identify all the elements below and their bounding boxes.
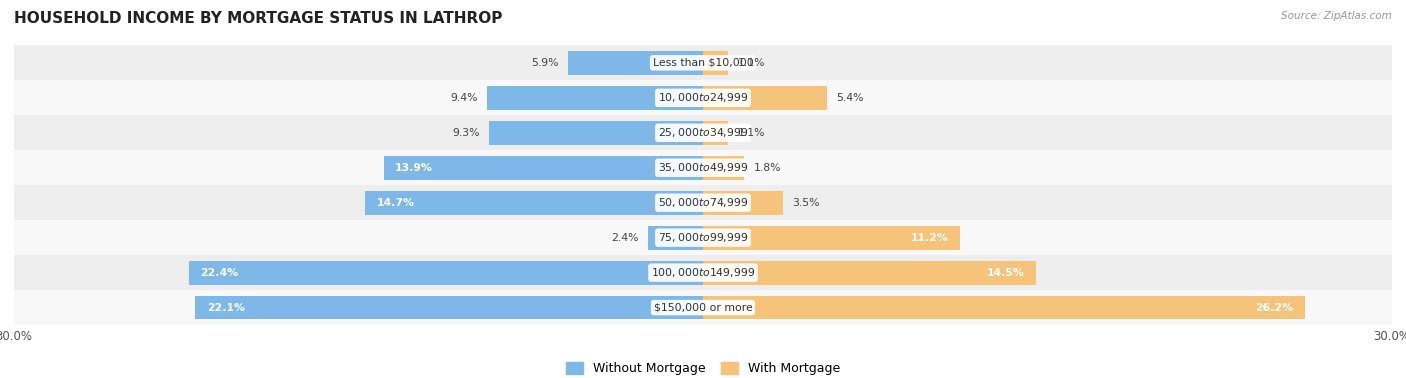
Bar [703,191,783,215]
Bar [366,191,703,215]
Bar [703,296,1305,319]
Text: $150,000 or more: $150,000 or more [654,303,752,313]
Text: $100,000 to $149,999: $100,000 to $149,999 [651,266,755,279]
Text: 11.2%: 11.2% [911,233,949,243]
Text: 14.7%: 14.7% [377,198,415,208]
Bar [14,81,1392,115]
Bar [14,220,1392,255]
Bar [568,51,703,75]
Text: 13.9%: 13.9% [395,163,433,173]
Bar [703,86,827,110]
Text: 1.8%: 1.8% [754,163,780,173]
Text: 1.1%: 1.1% [738,128,765,138]
Text: 5.9%: 5.9% [531,58,558,68]
Bar [703,226,960,249]
Text: Source: ZipAtlas.com: Source: ZipAtlas.com [1281,11,1392,21]
Bar [195,296,703,319]
Bar [14,255,1392,290]
Bar [703,261,1036,285]
Bar [384,156,703,180]
Legend: Without Mortgage, With Mortgage: Without Mortgage, With Mortgage [561,357,845,378]
Text: 9.3%: 9.3% [453,128,481,138]
Bar [14,150,1392,185]
Bar [703,121,728,145]
Text: $50,000 to $74,999: $50,000 to $74,999 [658,196,748,209]
Bar [14,185,1392,220]
Text: 2.4%: 2.4% [612,233,638,243]
Bar [14,45,1392,81]
Text: 22.1%: 22.1% [207,303,245,313]
Bar [486,86,703,110]
Text: 5.4%: 5.4% [837,93,863,103]
Text: HOUSEHOLD INCOME BY MORTGAGE STATUS IN LATHROP: HOUSEHOLD INCOME BY MORTGAGE STATUS IN L… [14,11,502,26]
Text: $25,000 to $34,999: $25,000 to $34,999 [658,126,748,139]
Bar [703,156,744,180]
Text: $10,000 to $24,999: $10,000 to $24,999 [658,91,748,104]
Bar [703,51,728,75]
Text: 22.4%: 22.4% [200,268,238,277]
Bar [188,261,703,285]
Text: $35,000 to $49,999: $35,000 to $49,999 [658,161,748,174]
Bar [14,115,1392,150]
Bar [14,290,1392,325]
Bar [489,121,703,145]
Text: 3.5%: 3.5% [793,198,820,208]
Text: Less than $10,000: Less than $10,000 [652,58,754,68]
Text: 1.1%: 1.1% [738,58,765,68]
Bar [648,226,703,249]
Text: $75,000 to $99,999: $75,000 to $99,999 [658,231,748,244]
Text: 14.5%: 14.5% [987,268,1025,277]
Text: 9.4%: 9.4% [450,93,478,103]
Text: 26.2%: 26.2% [1256,303,1294,313]
